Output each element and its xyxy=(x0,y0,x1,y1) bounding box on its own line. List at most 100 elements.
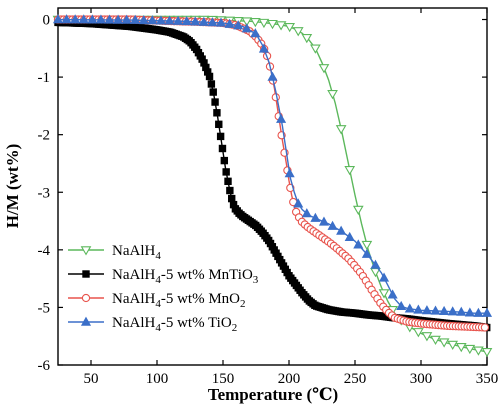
series-point xyxy=(310,44,321,54)
series-point xyxy=(258,18,270,29)
series-point xyxy=(361,240,373,251)
x-tick-label: 200 xyxy=(278,371,301,387)
x-tick-label: 300 xyxy=(410,371,433,387)
series-point xyxy=(220,156,229,165)
x-tick-label: 250 xyxy=(344,371,367,387)
legend-entry: NaAlH4-5 wt% MnTiO3 xyxy=(68,267,259,286)
x-tick-label: 350 xyxy=(476,371,499,387)
series-point xyxy=(181,15,192,26)
legend-marker xyxy=(80,316,92,326)
series-point xyxy=(438,338,450,348)
y-tick-label: -3 xyxy=(38,185,51,201)
series-point xyxy=(439,305,450,316)
series-point xyxy=(104,14,115,24)
series-point xyxy=(224,177,232,186)
legend-entry: NaAlH4-5 wt% MnO2 xyxy=(68,291,246,310)
y-axis-title: H/M (wt%) xyxy=(3,144,22,229)
x-tick-label: 100 xyxy=(146,371,169,387)
plot-frame xyxy=(57,7,488,366)
series-point xyxy=(387,289,398,299)
legend-marker xyxy=(80,246,92,256)
series-point xyxy=(473,346,484,356)
series-point xyxy=(267,71,278,81)
series-point xyxy=(130,14,141,24)
series-point xyxy=(344,166,356,176)
series-point xyxy=(301,208,312,218)
series-layer xyxy=(52,14,493,358)
series-point xyxy=(464,307,475,317)
series-2 xyxy=(53,15,490,332)
series-point xyxy=(404,303,415,313)
series-point xyxy=(430,335,441,345)
series-point xyxy=(413,304,424,314)
series-point xyxy=(78,14,89,24)
series-point xyxy=(113,14,124,24)
series-point xyxy=(378,289,390,299)
series-point xyxy=(396,300,407,310)
series-point xyxy=(455,342,467,353)
y-tick-label: -4 xyxy=(38,243,51,259)
series-point xyxy=(301,34,313,44)
series-point xyxy=(70,14,81,24)
series-point xyxy=(233,20,244,30)
series-point xyxy=(327,220,338,230)
series-3 xyxy=(52,14,493,317)
series-point xyxy=(318,64,330,74)
series-point xyxy=(284,168,295,178)
series-point xyxy=(335,125,347,135)
series-point xyxy=(147,15,158,25)
series-point xyxy=(276,113,287,123)
series-point xyxy=(473,307,484,317)
legend-marker xyxy=(81,293,91,303)
series-point xyxy=(267,19,278,30)
series-point xyxy=(293,198,304,208)
series-point xyxy=(421,332,433,342)
series-point xyxy=(378,272,390,282)
legend-entry: NaAlH4 xyxy=(68,243,161,262)
series-point xyxy=(456,306,467,316)
series-point xyxy=(327,90,338,100)
series-point xyxy=(481,348,493,358)
series-point xyxy=(226,186,234,195)
y-tick-label: -5 xyxy=(38,300,51,316)
x-axis-title: Temperature (℃) xyxy=(208,385,338,404)
legend-label: NaAlH4-5 wt% MnO2 xyxy=(112,291,246,310)
series-point xyxy=(228,194,236,203)
series-point xyxy=(413,328,424,338)
series-point xyxy=(284,22,296,33)
legend-label: NaAlH4 xyxy=(112,243,161,262)
series-point xyxy=(164,15,175,25)
series-point xyxy=(216,132,225,141)
series-point xyxy=(481,307,493,317)
series-point xyxy=(222,168,230,176)
series-point xyxy=(241,23,252,33)
x-tick-label: 50 xyxy=(84,371,99,387)
series-point xyxy=(207,17,218,27)
series-point xyxy=(250,28,261,38)
series-point xyxy=(336,225,347,235)
series-point xyxy=(464,344,476,355)
series-point xyxy=(215,120,223,129)
series-point xyxy=(213,109,221,117)
series-point xyxy=(421,305,432,315)
series-point xyxy=(215,17,227,27)
x-tick-label: 150 xyxy=(212,371,235,387)
y-tick-label: -6 xyxy=(38,358,51,374)
series-point xyxy=(61,14,72,24)
series-point xyxy=(138,14,149,25)
series-point xyxy=(430,305,441,315)
legend-entry: NaAlH4-5 wt% TiO2 xyxy=(68,315,237,334)
series-point xyxy=(241,17,253,27)
series-point xyxy=(352,205,364,216)
legend-label: NaAlH4-5 wt% TiO2 xyxy=(112,315,237,334)
series-point xyxy=(173,15,184,25)
series-point xyxy=(480,323,490,332)
series-point xyxy=(95,14,106,24)
series-point xyxy=(121,14,132,24)
series-point xyxy=(353,239,364,249)
series-point xyxy=(310,212,321,222)
series-point xyxy=(258,43,269,53)
legend: NaAlH4 NaAlH4-5 wt% MnTiO3 NaAlH4-5 wt% Mn… xyxy=(68,243,259,334)
series-point xyxy=(361,248,372,258)
